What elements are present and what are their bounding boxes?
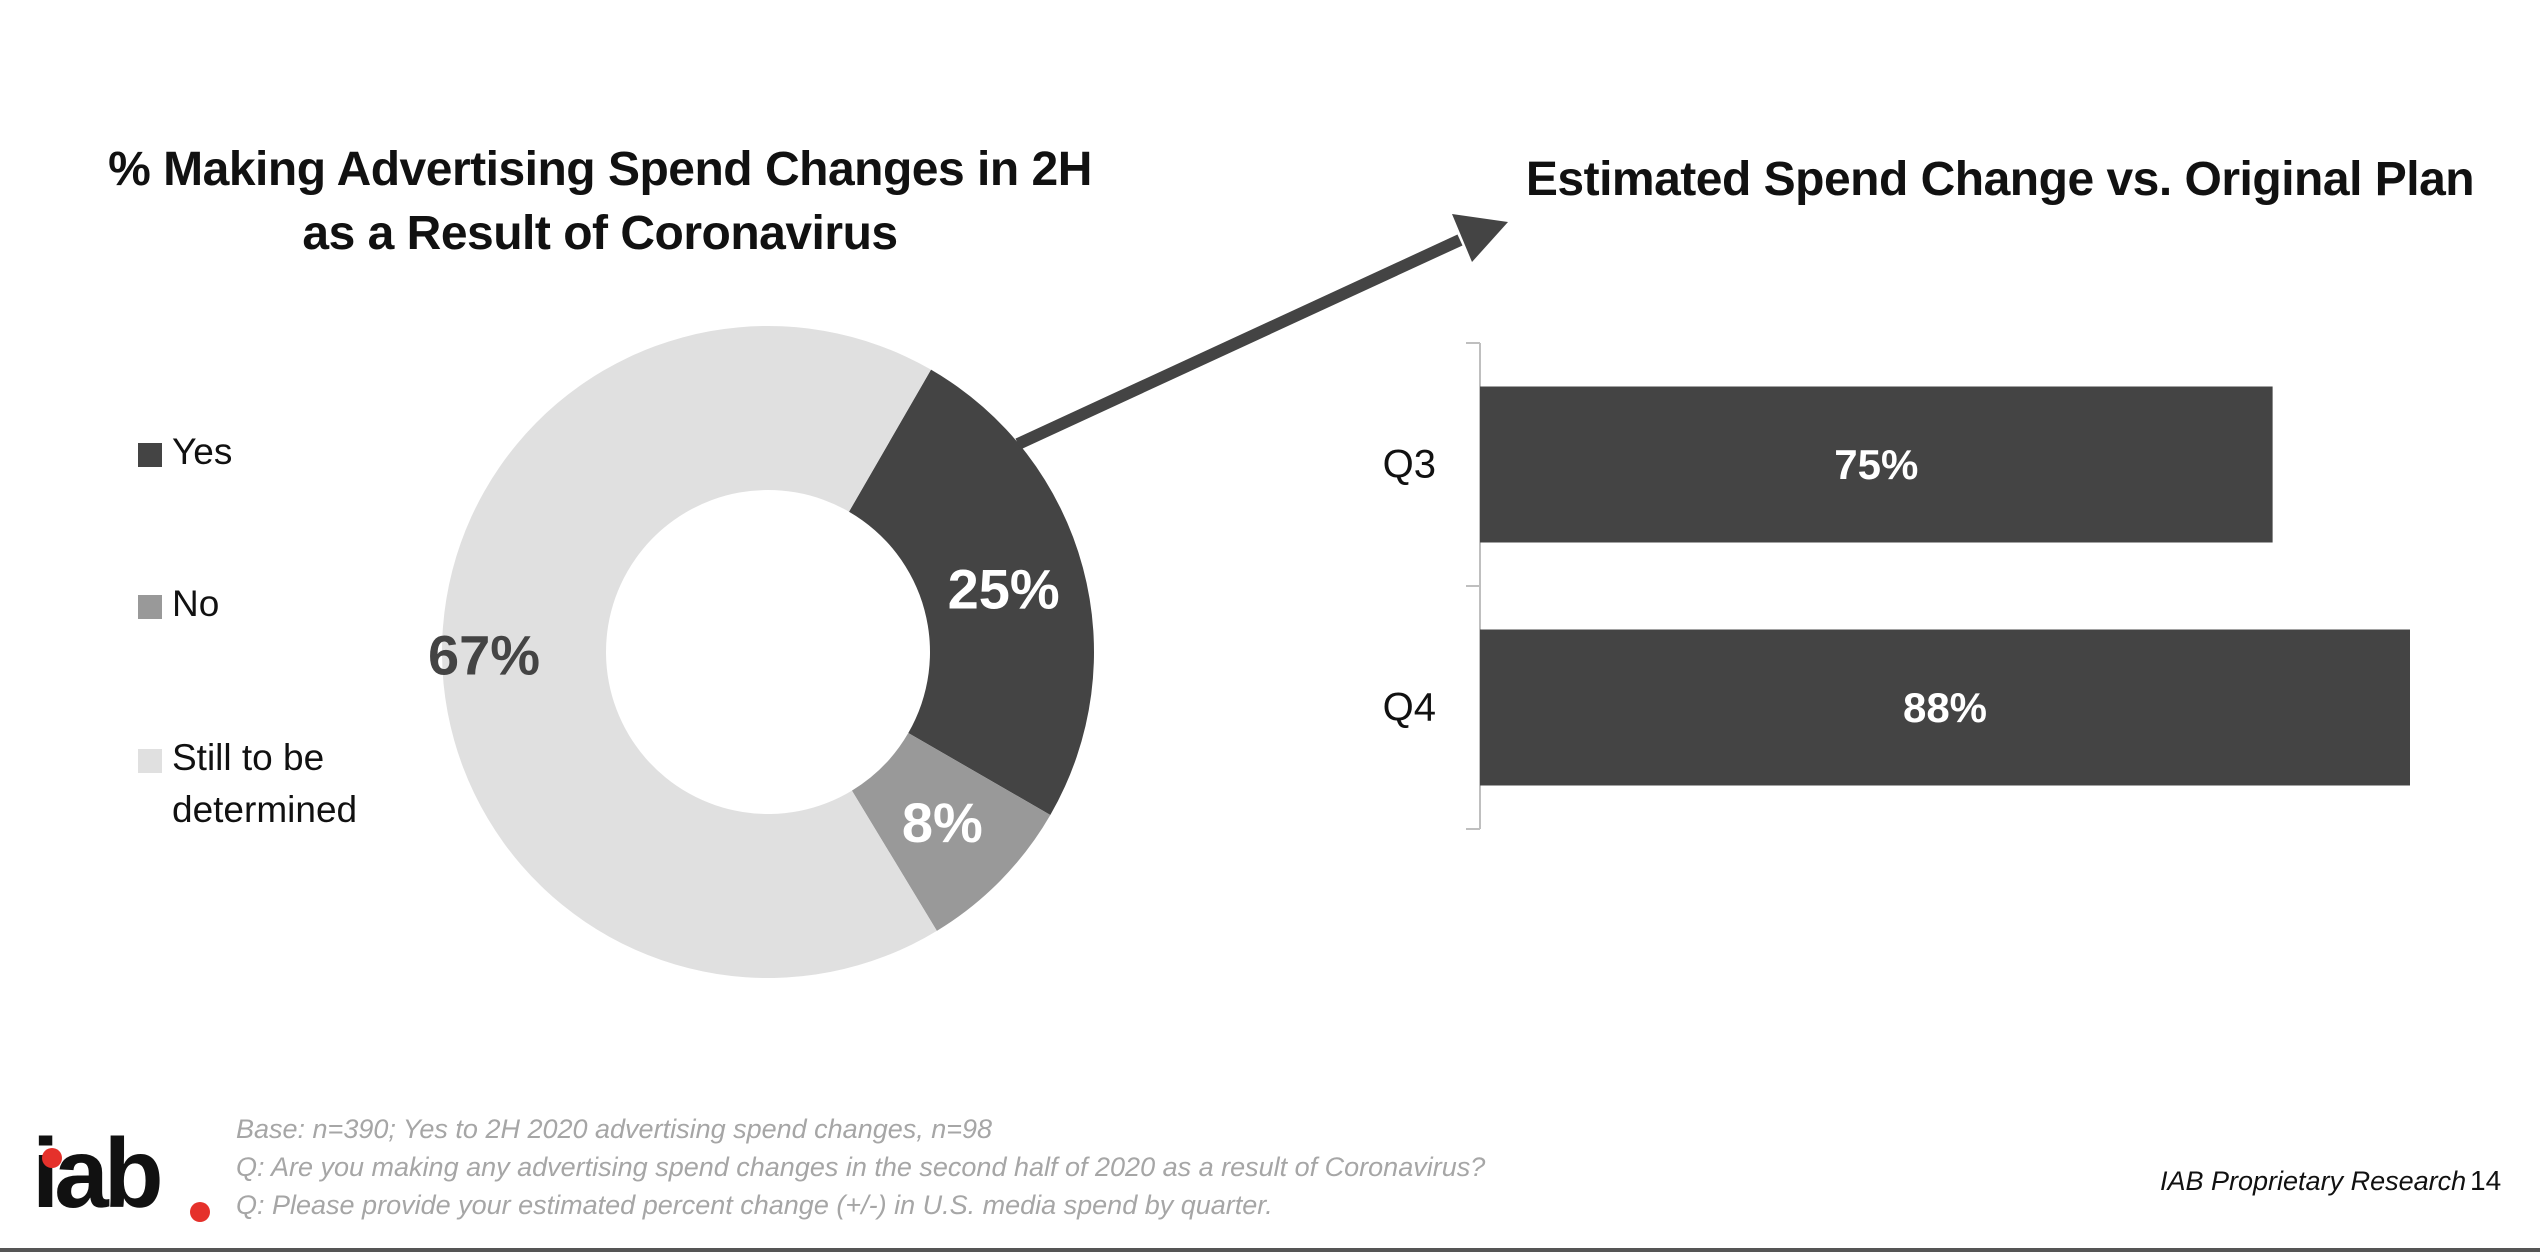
bar-value-label-q4: 88% [1903,684,1987,731]
donut-chart: 25% 8% 67% [428,326,1094,979]
iab-logo-dot-top [42,1148,62,1168]
legend-label-no: No [172,583,220,624]
donut-slice-still-to-be-determined [442,326,937,979]
donut-slice-no [851,733,1051,931]
iab-logo-text: iab [32,1118,164,1228]
callout-arrow [1015,214,1508,450]
bar-category-label-q4: Q4 [1383,686,1436,730]
bar-chart: 75% Q3 88% Q4 [1383,342,2410,830]
bar-category-label-q3: Q3 [1383,443,1436,487]
bar-value-label-q3: 75% [1834,441,1918,488]
bar-q3 [1480,386,2273,543]
donut-label-yes: 25% [948,557,1060,620]
bar-chart-title: Estimated Spend Change vs. Original Plan [1525,153,2475,206]
iab-logo-dot-bottom [190,1202,210,1222]
footnote-question-2: Q: Please provide your estimated percent… [236,1190,1273,1220]
callout-arrow-line [1015,234,1463,450]
legend-label-yes: Yes [172,431,233,472]
donut-label-still-to-be-determined: 67% [428,623,540,686]
donut-chart-title: % Making Advertising Spend Changes in 2H… [108,143,1092,260]
footnote-question-1: Q: Are you making any advertising spend … [236,1152,1486,1182]
brand-footer-text: IAB Proprietary Research [2160,1166,2467,1196]
footnote-base: Base: n=390; Yes to 2H 2020 advertising … [236,1114,993,1144]
footnotes: Base: n=390; Yes to 2H 2020 advertising … [236,1110,1485,1224]
legend-swatch-no [138,595,162,619]
bar-q4 [1480,629,2410,786]
iab-logo: iab [32,1118,210,1228]
legend-swatch-yes [138,443,162,467]
donut-label-no: 8% [902,791,983,854]
bottom-rule [0,1248,2540,1252]
legend-label-still-to-be-determined: Still to be determined [172,737,358,830]
page-number: 14 [2470,1165,2502,1196]
callout-arrow-head [1452,214,1508,262]
donut-slice-yes [849,369,1094,815]
legend-swatch-still-to-be-determined [138,749,162,773]
